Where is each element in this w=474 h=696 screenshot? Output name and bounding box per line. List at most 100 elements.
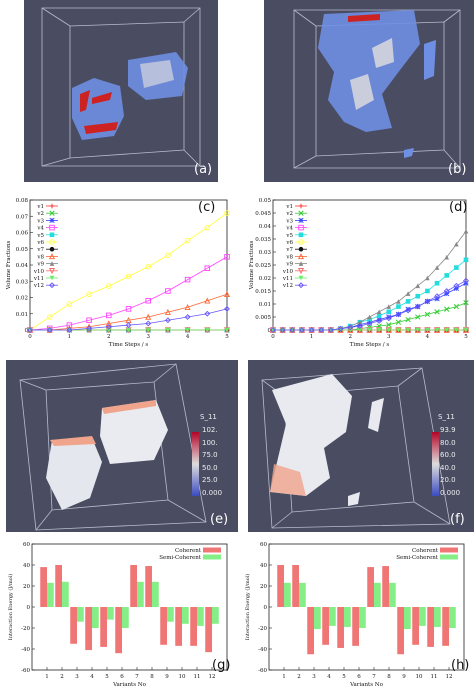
legend-label: v1 xyxy=(285,204,293,210)
panel-label-e: (e) xyxy=(210,512,229,527)
colorbar-tick: 40.0 xyxy=(440,463,456,472)
y-tick-label: 0.05 xyxy=(16,247,29,253)
x-tick-label: 4 xyxy=(327,674,331,680)
data-point-v4 xyxy=(106,312,112,319)
x-tick-label: 4 xyxy=(186,334,190,340)
y-tick-label: 0.02 xyxy=(259,276,271,282)
data-point-v9 xyxy=(425,275,430,281)
data-point-v9 xyxy=(444,254,449,260)
bar-coherent xyxy=(382,566,389,607)
legend-label: Semi-Coherent xyxy=(396,555,439,561)
x-tick-label: 12 xyxy=(446,674,453,680)
y-tick-label: -20 xyxy=(258,626,267,632)
data-point-v3 xyxy=(357,322,363,328)
y-tick-label: -20 xyxy=(21,626,30,632)
data-point-v3 xyxy=(366,319,373,325)
y-tick-label: 0 xyxy=(25,328,29,334)
data-point-v12 xyxy=(347,324,354,331)
data-point-v11 xyxy=(145,327,151,333)
data-point-v9 xyxy=(386,304,392,309)
data-point-v6 xyxy=(204,224,211,231)
y-tick-label: 0.015 xyxy=(255,289,271,295)
data-point-v12 xyxy=(204,310,211,317)
x-tick-label: 6 xyxy=(357,674,361,680)
x-tick-label: 3 xyxy=(312,674,316,680)
data-point-v12 xyxy=(424,298,431,305)
data-point-v12 xyxy=(184,314,191,320)
x-tick-label: 7 xyxy=(372,674,376,680)
data-point-v12 xyxy=(327,327,334,333)
data-point-v4 xyxy=(204,265,211,271)
colorbar xyxy=(192,432,199,496)
y-tick-label: 0.03 xyxy=(16,279,29,285)
colorbar-tick: 102. xyxy=(202,426,218,434)
data-point-v6 xyxy=(66,301,73,307)
data-point-v3 xyxy=(386,314,392,320)
data-point-v5 xyxy=(434,280,440,286)
data-point-v11 xyxy=(454,327,459,333)
data-point-v11 xyxy=(386,327,392,333)
legend-label: v11 xyxy=(33,276,44,282)
x-tick-label: 12 xyxy=(209,674,216,680)
data-point-v9 xyxy=(454,241,459,247)
legend-marker xyxy=(49,261,55,266)
legend-marker xyxy=(49,282,55,289)
y-tick-label: 0.04 xyxy=(16,263,29,269)
data-point-v2 xyxy=(386,322,392,328)
bar-coherent xyxy=(190,607,197,646)
data-point-v6 xyxy=(106,283,112,289)
legend-marker xyxy=(298,282,304,289)
bar-coherent xyxy=(115,607,122,654)
x-tick-label: 8 xyxy=(387,674,391,680)
data-point-v12 xyxy=(385,315,392,322)
panel-e-render: S_11 102. 100. 75.0 50.0 25.0 0.000 (e) xyxy=(6,360,238,532)
legend-marker xyxy=(297,268,305,275)
data-point-v9 xyxy=(434,265,440,270)
bar-coherent xyxy=(322,607,329,645)
data-point-v12 xyxy=(125,322,132,329)
x-tick-label: 2 xyxy=(107,334,111,340)
bar-semicoherent xyxy=(77,607,84,622)
x-tick-label: 10 xyxy=(416,674,423,680)
data-point-v12 xyxy=(224,305,230,312)
legend-marker xyxy=(49,239,55,245)
chart-d: 0 1 2 3 4 5 0 0.005 0.01 0.015 0.02 0.025 0.03 0.035 0… xyxy=(237,190,474,352)
x-tick-label: 5 xyxy=(464,334,468,340)
colorbar-e-title: S_11 xyxy=(200,413,217,421)
data-point-v12 xyxy=(299,327,305,333)
y-axis-label: Interaction Energy (J/mol) xyxy=(244,574,251,641)
colorbar-tick: 75.0 xyxy=(202,451,218,459)
bar-semicoherent xyxy=(404,607,411,630)
data-point-v9 xyxy=(415,283,421,289)
bar-coherent xyxy=(55,565,62,607)
y-tick-label: 0.005 xyxy=(255,315,271,321)
y-tick-label: 0 xyxy=(27,605,31,611)
data-point-v11 xyxy=(367,327,372,333)
legend-label: v1 xyxy=(36,204,44,210)
y-tick-label: 0.02 xyxy=(16,296,28,302)
data-point-v4 xyxy=(184,276,191,283)
data-point-v12 xyxy=(453,282,460,289)
x-tick-label: 3 xyxy=(75,674,79,680)
data-point-v5 xyxy=(376,313,382,318)
data-point-v5 xyxy=(386,309,392,315)
data-point-v11 xyxy=(405,327,411,333)
legend-marker xyxy=(298,246,304,252)
data-point-v5 xyxy=(415,293,421,299)
legend-swatch xyxy=(203,547,221,553)
y-axis-label: Interaction Energy (J/mol) xyxy=(7,574,14,641)
data-point-v11 xyxy=(106,327,112,333)
data-point-v12 xyxy=(443,288,450,294)
series-line-v12 xyxy=(273,280,467,331)
legend-marker xyxy=(49,232,55,238)
data-point-v4 xyxy=(125,306,132,312)
legend-label: v11 xyxy=(282,276,293,282)
bar-semicoherent xyxy=(449,607,456,628)
bar-semicoherent xyxy=(419,607,426,626)
legend-label: v5 xyxy=(36,233,44,239)
legend-marker xyxy=(298,217,304,224)
data-point-v12 xyxy=(318,327,325,333)
x-tick-label: 11 xyxy=(194,674,201,680)
chart-h: 60 40 20 0 -20 -40 -60 1 2 3 4 5 6 7 8 9 10 11 12 Variants … xyxy=(237,536,474,692)
y-tick-label: -40 xyxy=(258,647,267,653)
